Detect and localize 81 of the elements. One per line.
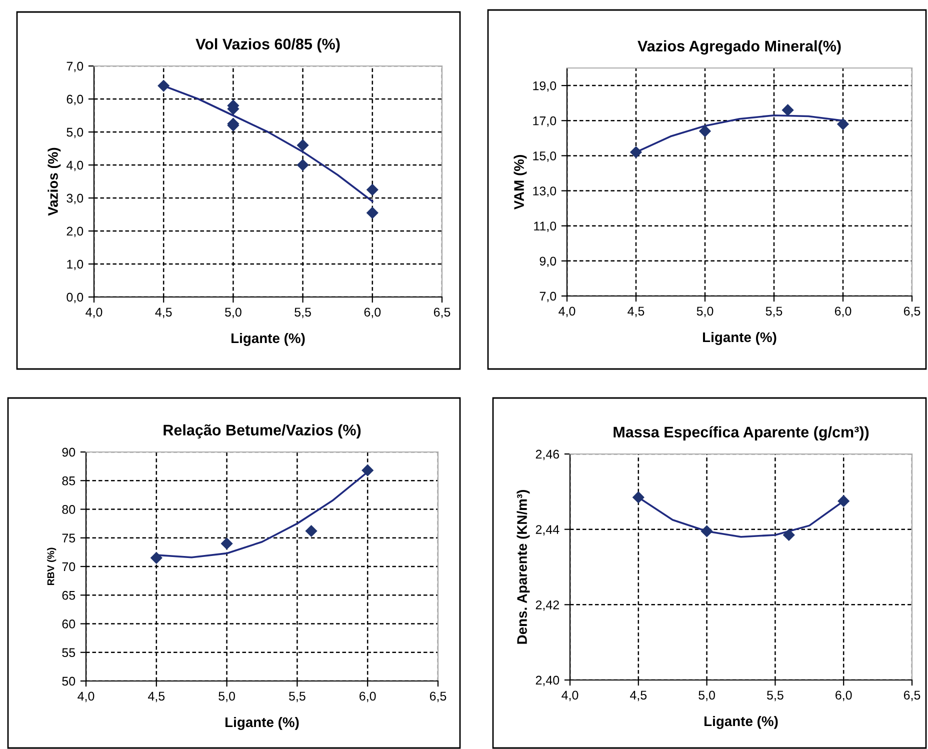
- x-tick-label: 4,5: [630, 690, 647, 702]
- x-tick-label: 5,0: [696, 306, 714, 318]
- x-tick-label: 6,5: [434, 308, 450, 318]
- x-tick-label: 4,5: [155, 308, 172, 318]
- y-tick-label: 65: [62, 590, 76, 600]
- y-tick-label: 2,42: [536, 600, 559, 611]
- y-tick-label: 2,46: [536, 450, 560, 460]
- y-tick-label: 80: [62, 505, 76, 514]
- y-tick-label: 15,0: [533, 151, 556, 162]
- chart-title: Vazios Agregado Mineral(%): [638, 40, 841, 55]
- x-tick-label: 4,0: [86, 308, 102, 318]
- y-tick-label: 70: [62, 562, 76, 572]
- x-tick-label: 4,5: [148, 692, 165, 702]
- y-tick-label: 75: [62, 534, 76, 543]
- x-tick-label: 4,0: [562, 690, 578, 702]
- y-tick-label: 50: [62, 676, 76, 686]
- y-axis-title: RBV (%): [47, 548, 56, 586]
- point: [305, 524, 318, 538]
- x-tick-label: 5,5: [294, 308, 311, 318]
- point: [296, 158, 309, 172]
- point: [366, 184, 378, 196]
- point: [366, 206, 378, 219]
- x-axis-title: Ligante (%): [226, 716, 299, 730]
- chart-title: Massa Específica Aparente (g/cm³)): [614, 426, 869, 441]
- x-axis-title: Ligante (%): [704, 716, 778, 729]
- y-tick-label: 5,0: [66, 128, 84, 138]
- x-tick-label: 6,0: [834, 306, 852, 318]
- y-tick-label: 13,0: [533, 186, 556, 197]
- x-tick-label: 5,0: [218, 692, 235, 702]
- y-tick-label: 0,0: [66, 292, 84, 304]
- point: [700, 525, 713, 538]
- y-tick-label: 17,0: [533, 116, 556, 127]
- x-axis-title: Ligante (%): [703, 332, 776, 345]
- x-tick-label: 6,0: [360, 692, 376, 702]
- point: [150, 552, 162, 564]
- x-tick-label: 5,5: [766, 306, 782, 318]
- y-tick-label: 11,0: [534, 222, 556, 232]
- x-tick-label: 5,5: [767, 690, 784, 702]
- x-tick-label: 6,0: [364, 308, 381, 318]
- x-tick-label: 5,5: [289, 692, 306, 702]
- y-tick-label: 7,0: [540, 292, 556, 302]
- y-tick-label: 3,0: [66, 194, 84, 204]
- point: [836, 118, 850, 130]
- chart-title: Relação Betume/Vazios (%): [164, 424, 361, 439]
- y-tick-label: 55: [62, 648, 76, 658]
- chart-title: Vol Vazios 60/85 (%): [196, 38, 340, 53]
- y-tick-label: 85: [62, 476, 76, 486]
- point: [782, 104, 794, 116]
- point: [362, 464, 374, 476]
- y-tick-label: 60: [62, 620, 76, 628]
- x-tick-label: 5,0: [698, 690, 715, 702]
- point: [698, 125, 712, 138]
- point: [296, 139, 309, 152]
- x-tick-label: 6,0: [836, 690, 852, 702]
- x-tick-label: 6,5: [904, 690, 920, 702]
- x-tick-label: 6,5: [904, 306, 920, 318]
- y-tick-label: 7,0: [66, 62, 84, 72]
- point: [630, 146, 642, 158]
- point: [220, 538, 233, 550]
- x-tick-label: 4,0: [558, 306, 576, 318]
- y-tick-label: 90: [62, 448, 76, 457]
- y-tick-label: 2,40: [536, 676, 560, 686]
- point: [158, 80, 170, 92]
- point: [838, 495, 850, 508]
- x-tick-label: 6,5: [430, 692, 446, 702]
- x-axis-title: Ligante (%): [232, 332, 305, 346]
- y-axis-title: VAM (%): [514, 155, 527, 210]
- x-tick-label: 4,5: [628, 306, 644, 318]
- y-axis-title: Vazios (%): [48, 148, 61, 216]
- y-tick-label: 2,0: [66, 226, 84, 238]
- x-tick-label: 4,0: [78, 692, 94, 702]
- point: [782, 528, 795, 542]
- y-tick-label: 6,0: [66, 94, 84, 106]
- y-tick-label: 1,0: [67, 260, 84, 270]
- x-tick-label: 5,0: [225, 308, 242, 318]
- y-tick-label: 4,0: [66, 160, 84, 172]
- y-tick-label: 2,44: [536, 525, 560, 536]
- y-tick-label: 19,0: [533, 81, 556, 92]
- y-axis-title: Dens. Aparente (KN/m³): [516, 490, 530, 644]
- y-tick-label: 9,0: [540, 256, 556, 268]
- point: [632, 491, 644, 504]
